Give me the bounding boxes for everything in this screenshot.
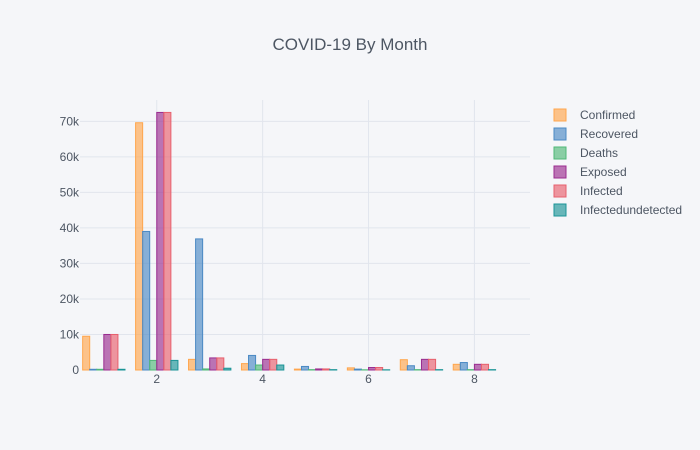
bar-confirmed-3[interactable] [188,358,197,371]
legend-swatch [553,165,567,179]
bar-exposed-3[interactable] [209,357,218,371]
y-tick-label: 0 [72,363,79,377]
legend-label: Deaths [580,146,618,160]
legend-label: Infected [580,184,623,198]
bar-recovered-7[interactable] [406,365,415,371]
bar-confirmed-2[interactable] [135,122,144,371]
y-tick-label: 50k [60,185,80,199]
bar-recovered-8[interactable] [459,362,468,371]
y-tick-label: 20k [60,292,80,306]
legend-label: Infectedundetected [580,203,682,217]
legend-item-infectedundetected[interactable]: Infectedundetected [553,203,682,217]
bar-confirmed-8[interactable] [452,363,461,371]
gridlines [80,100,530,370]
legend-swatch [553,127,567,141]
bar-recovered-5[interactable] [300,365,310,371]
bar-recovered-2[interactable] [142,230,151,371]
bar-confirmed-7[interactable] [399,359,408,371]
legend-item-exposed[interactable]: Exposed [553,165,627,179]
bar-infected-1[interactable] [110,333,119,371]
bar-infected-7[interactable] [428,358,437,371]
bar-confirmed-1[interactable] [82,335,91,371]
legend-label: Exposed [580,165,627,179]
bar-confirmed-6[interactable] [346,367,355,371]
legend-item-confirmed[interactable]: Confirmed [553,108,635,122]
chart-title: COVID-19 By Month [273,35,428,54]
bar-infected-8[interactable] [480,363,490,371]
bar-deaths-4[interactable] [255,364,264,371]
legend-label: Recovered [580,127,638,141]
bar-exposed-1[interactable] [103,333,112,371]
x-tick-label: 6 [365,372,372,386]
y-tick-label: 30k [60,256,80,270]
legend-swatch [553,203,567,217]
x-tick-label: 4 [259,372,266,386]
bar-exposed-7[interactable] [420,358,430,371]
x-axis-ticks: 2 4 6 8 [153,372,478,386]
y-tick-label: 70k [60,114,80,128]
bar-exposed-6[interactable] [368,367,377,371]
bar-infectedundetected-1[interactable] [117,368,126,371]
bar-confirmed-5[interactable] [293,368,302,371]
bar-recovered-1[interactable] [89,368,98,371]
y-tick-label: 60k [60,150,80,164]
bar-recovered-6[interactable] [353,368,362,371]
bar-infected-5[interactable] [322,368,331,371]
bar-deaths-2[interactable] [149,359,158,371]
legend-item-deaths[interactable]: Deaths [553,146,618,160]
bar-infectedundetected-3[interactable] [223,367,232,371]
legend-item-recovered[interactable]: Recovered [553,127,638,141]
y-tick-label: 40k [60,221,80,235]
bars [82,111,497,371]
legend-swatch [553,184,567,198]
bar-infected-3[interactable] [216,357,225,371]
legend-item-infected[interactable]: Infected [553,184,623,198]
x-tick-label: 8 [471,372,478,386]
bar-infected-2[interactable] [163,111,172,371]
bar-infectedundetected-2[interactable] [170,359,179,371]
legend-label: Confirmed [580,108,635,122]
bar-exposed-2[interactable] [156,111,165,371]
bar-recovered-4[interactable] [248,354,257,371]
bar-exposed-8[interactable] [473,363,482,371]
bar-infectedundetected-4[interactable] [276,364,285,371]
bar-deaths-1[interactable] [96,368,105,371]
x-tick-label: 2 [153,372,160,386]
legend[interactable]: Confirmed Recovered Deaths Exposed Infected I… [553,108,682,217]
y-tick-label: 10k [60,327,80,341]
legend-swatch [553,146,567,160]
bar-infected-6[interactable] [375,367,384,371]
bar-deaths-3[interactable] [202,368,211,371]
bar-exposed-5[interactable] [315,368,324,371]
bar-confirmed-4[interactable] [240,363,250,371]
legend-swatch [553,108,567,122]
bar-infected-4[interactable] [269,358,278,371]
bar-recovered-3[interactable] [195,238,204,371]
bar-exposed-4[interactable] [262,358,271,371]
y-axis-ticks: 0 10k 20k 30k 40k 50k 60k 70k [60,114,80,377]
